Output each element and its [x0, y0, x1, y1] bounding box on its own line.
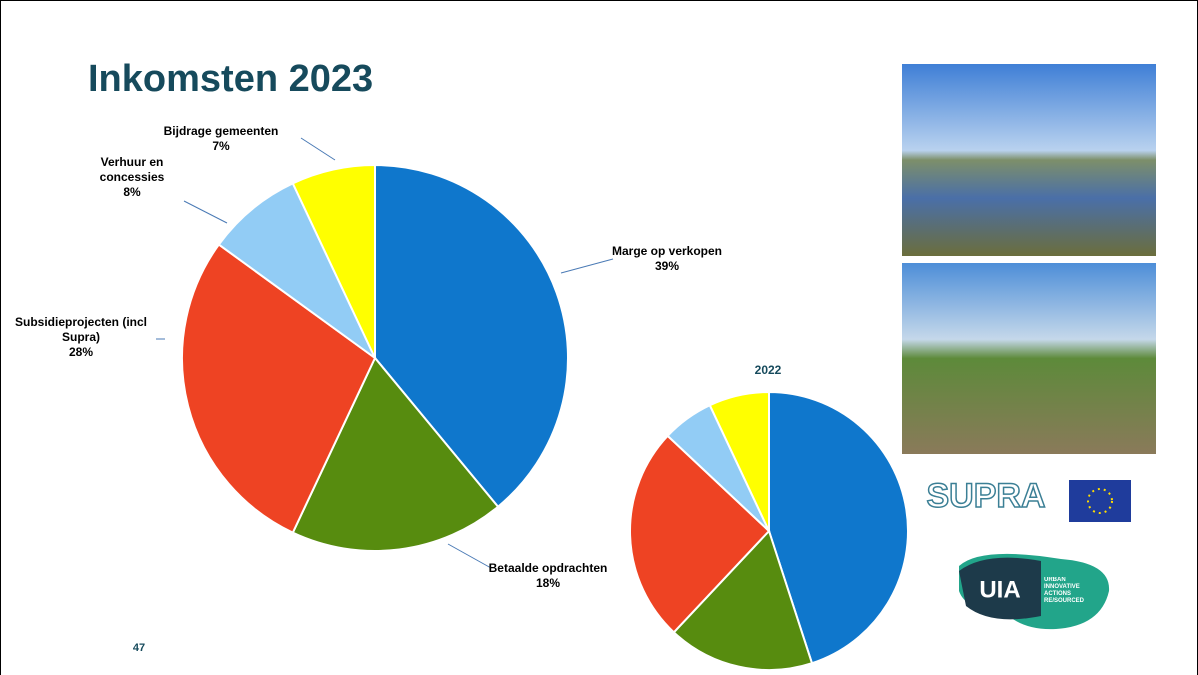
uia-logo-text: UIA	[979, 576, 1020, 603]
label-category: Verhuur en concessies	[99, 155, 165, 184]
uia-sub: RE/SOURCED	[1044, 598, 1085, 604]
eu-flag	[1069, 480, 1131, 522]
uia-caption-text: URBAN INNOVATIVE ACTIONS RE/SOURCED	[1044, 577, 1094, 605]
label-category: Subsidieprojecten (incl Supra)	[14, 315, 148, 344]
uia-name: URBAN INNOVATIVE ACTIONS	[1044, 577, 1080, 597]
pie-slice	[768, 390, 909, 665]
pie-slice	[374, 163, 569, 509]
supra-logo: SUPRA	[926, 477, 1045, 515]
data-label: Betaalde opdrachten 18%	[468, 561, 628, 591]
photo-canal	[902, 64, 1156, 256]
label-value: 28%	[68, 345, 94, 359]
pie-slice	[629, 434, 771, 634]
label-category: Marge op verkopen	[611, 244, 723, 258]
slide-title: Inkomsten 2023	[88, 58, 373, 100]
label-category: Betaalde opdrachten	[488, 561, 608, 575]
leader-line	[447, 543, 492, 569]
pie-slice	[181, 243, 377, 534]
pie-slice	[708, 390, 770, 532]
page-number: 47	[133, 642, 145, 654]
data-label: Marge op verkopen 39%	[587, 244, 747, 274]
label-category: Bijdrage gemeenten	[163, 124, 279, 138]
pie-slice	[672, 529, 814, 671]
label-value: 7%	[212, 139, 230, 153]
photo-park	[902, 263, 1156, 454]
leader-line	[560, 258, 614, 274]
data-label: Subsidieprojecten (incl Supra) 28%	[9, 315, 154, 360]
pie-slice	[291, 163, 376, 359]
eu-stars	[1087, 488, 1113, 514]
data-label: Bijdrage gemeenten 7%	[141, 124, 301, 154]
chart-title: 2022	[755, 363, 782, 377]
pie-slice	[291, 356, 500, 552]
label-value: 39%	[654, 259, 680, 273]
pie-slice	[217, 182, 376, 359]
label-value: 18%	[535, 576, 561, 590]
data-label: Verhuur en concessies 8%	[92, 155, 172, 200]
uia-logo-dark	[959, 557, 1041, 620]
leader-line	[300, 137, 336, 161]
leader-line	[183, 200, 228, 224]
label-value: 8%	[123, 185, 141, 199]
